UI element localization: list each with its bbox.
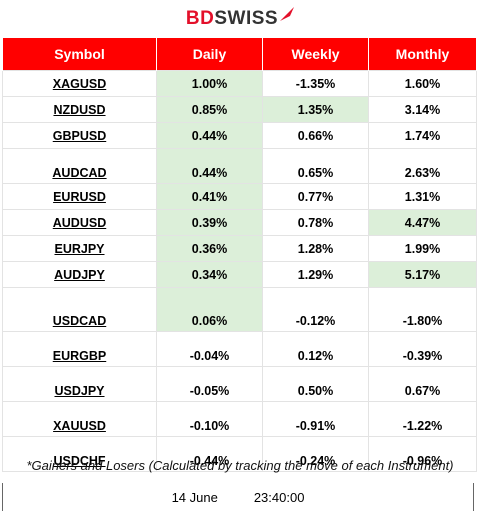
weekly-cell: 0.50%: [262, 366, 369, 402]
weekly-cell: -0.12%: [262, 287, 369, 332]
table-row: AUDUSD 0.39% 0.78% 4.47%: [2, 209, 477, 236]
daily-cell: 0.41%: [156, 183, 263, 210]
monthly-cell: -0.39%: [368, 331, 477, 367]
monthly-cell: 0.67%: [368, 366, 477, 402]
header-symbol: Symbol: [2, 38, 157, 71]
daily-cell: -0.05%: [156, 366, 263, 402]
daily-cell: 0.44%: [156, 148, 263, 184]
weekly-cell: 1.35%: [262, 96, 369, 123]
symbol-cell: AUDJPY: [2, 261, 157, 288]
daily-cell: -0.10%: [156, 401, 263, 437]
symbol-cell: EURGBP: [2, 331, 157, 367]
daily-cell: 0.85%: [156, 96, 263, 123]
table-row: USDJPY -0.05% 0.50% 0.67%: [2, 366, 477, 402]
table-row: EURUSD 0.41% 0.77% 1.31%: [2, 183, 477, 210]
table-row: XAUUSD -0.10% -0.91% -1.22%: [2, 401, 477, 437]
header-weekly: Weekly: [262, 38, 369, 71]
weekly-cell: 0.66%: [262, 122, 369, 149]
timestamp-bar: 14 June 23:40:00: [2, 483, 474, 511]
logo-text-bd: BD: [185, 8, 215, 29]
symbol-cell: AUDUSD: [2, 209, 157, 236]
header-daily: Daily: [156, 38, 263, 71]
monthly-cell: 1.31%: [368, 183, 477, 210]
gainers-losers-table: Symbol Daily Weekly Monthly XAGUSD 1.00%…: [2, 38, 477, 472]
weekly-cell: 0.77%: [262, 183, 369, 210]
table-row: USDCHF -0.44% -0.24% -0.96%: [2, 436, 477, 472]
monthly-cell: -1.22%: [368, 401, 477, 437]
monthly-cell: 3.14%: [368, 96, 477, 123]
daily-cell: 0.39%: [156, 209, 263, 236]
weekly-cell: 0.12%: [262, 331, 369, 367]
symbol-cell: EURUSD: [2, 183, 157, 210]
table-header-row: Symbol Daily Weekly Monthly: [2, 38, 477, 71]
time-label: 23:40:00: [253, 489, 305, 505]
table-row: GBPUSD 0.44% 0.66% 1.74%: [2, 122, 477, 149]
table-row: NZDUSD 0.85% 1.35% 3.14%: [2, 96, 477, 123]
weekly-cell: 1.29%: [262, 261, 369, 288]
daily-cell: 0.34%: [156, 261, 263, 288]
monthly-cell: 4.47%: [368, 209, 477, 236]
symbol-cell: USDJPY: [2, 366, 157, 402]
footnote: *Gainers and Losers (Calculated by track…: [26, 458, 454, 473]
logo-text-swiss: SWISS: [214, 8, 279, 29]
weekly-cell: -1.35%: [262, 70, 369, 97]
table-row: AUDJPY 0.34% 1.29% 5.17%: [2, 261, 477, 288]
symbol-cell: XAUUSD: [2, 401, 157, 437]
monthly-cell: -1.80%: [368, 287, 477, 332]
table-row: EURGBP -0.04% 0.12% -0.39%: [2, 331, 477, 367]
date-label: 14 June: [171, 489, 218, 505]
weekly-cell: 0.78%: [262, 209, 369, 236]
monthly-cell: 1.99%: [368, 235, 477, 262]
symbol-cell: USDCAD: [2, 287, 157, 332]
daily-cell: 0.44%: [156, 122, 263, 149]
monthly-cell: 5.17%: [368, 261, 477, 288]
arrow-up-right-icon: [280, 5, 295, 27]
daily-cell: -0.44%: [156, 436, 263, 472]
weekly-cell: 0.65%: [262, 148, 369, 184]
header-monthly: Monthly: [368, 38, 477, 71]
daily-cell: -0.04%: [156, 331, 263, 367]
symbol-cell: NZDUSD: [2, 96, 157, 123]
symbol-cell: GBPUSD: [2, 122, 157, 149]
weekly-cell: 1.28%: [262, 235, 369, 262]
monthly-cell: -0.96%: [368, 436, 477, 472]
table-row: USDCAD 0.06% -0.12% -1.80%: [2, 287, 477, 332]
symbol-cell: EURJPY: [2, 235, 157, 262]
table-row: XAGUSD 1.00% -1.35% 1.60%: [2, 70, 477, 97]
monthly-cell: 2.63%: [368, 148, 477, 184]
weekly-cell: -0.91%: [262, 401, 369, 437]
symbol-cell: AUDCAD: [2, 148, 157, 184]
monthly-cell: 1.74%: [368, 122, 477, 149]
monthly-cell: 1.60%: [368, 70, 477, 97]
daily-cell: 1.00%: [156, 70, 263, 97]
daily-cell: 0.36%: [156, 235, 263, 262]
table-row: AUDCAD 0.44% 0.65% 2.63%: [2, 148, 477, 184]
daily-cell: 0.06%: [156, 287, 263, 332]
table-row: EURJPY 0.36% 1.28% 1.99%: [2, 235, 477, 262]
brand-logo: BD SWISS: [0, 0, 480, 38]
symbol-cell: XAGUSD: [2, 70, 157, 97]
symbol-cell: USDCHF: [2, 436, 157, 472]
